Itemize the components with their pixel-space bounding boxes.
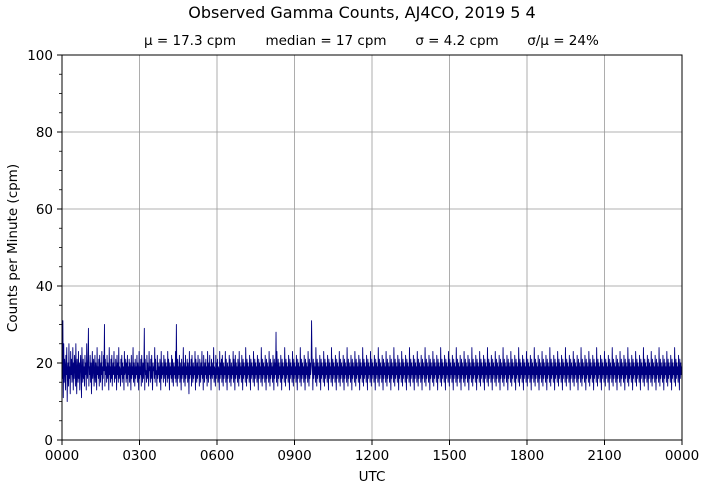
x-tick-label: 0600: [200, 448, 234, 464]
x-tick-label: 1500: [432, 448, 466, 464]
y-tick-label: 100: [27, 48, 53, 64]
x-tick-label: 2100: [587, 448, 621, 464]
x-tick-label: 0300: [122, 448, 156, 464]
chart-title: Observed Gamma Counts, AJ4CO, 2019 5 4: [188, 3, 535, 22]
x-tick-label: 0000: [45, 448, 79, 464]
axis-ticks: 0000 0300 0600 0900 1200 1500 1800 2100 00000204…: [27, 48, 699, 464]
subtitle-sigma: σ = 4.2 cpm: [415, 33, 498, 49]
x-tick-label: 0000: [665, 448, 699, 464]
series-line-0: [61, 320, 683, 402]
y-tick-label: 60: [36, 202, 53, 218]
y-tick-label: 20: [36, 356, 53, 372]
y-tick-label: 40: [36, 279, 53, 295]
y-tick-label: 0: [44, 433, 53, 449]
y-tick-label: 80: [36, 125, 53, 141]
subtitle-median: median = 17 cpm: [265, 33, 386, 49]
x-tick-label: 1200: [355, 448, 389, 464]
x-tick-label: 1800: [510, 448, 544, 464]
series-layer: [61, 320, 683, 402]
subtitle-mean: μ = 17.3 cpm: [144, 33, 236, 49]
y-axis-label: Counts per Minute (cpm): [5, 164, 21, 332]
x-tick-label: 0900: [277, 448, 311, 464]
x-axis-label: UTC: [359, 469, 386, 485]
subtitle-ratio: σ/μ = 24%: [527, 33, 599, 49]
